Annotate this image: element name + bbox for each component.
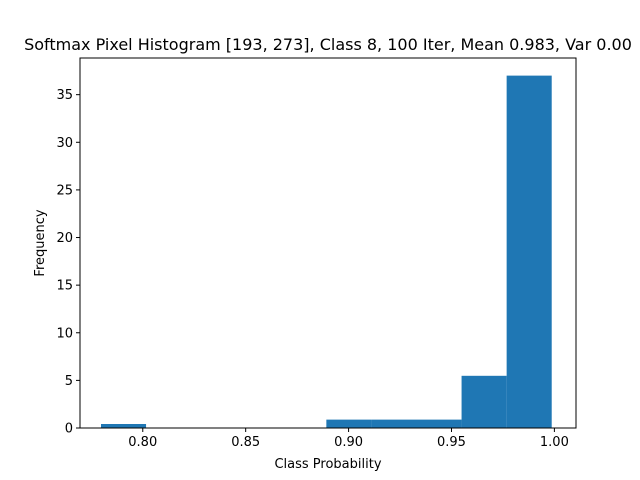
y-tick-label: 30 (56, 136, 73, 151)
x-tick-label: 1.00 (540, 435, 569, 450)
y-tick-label: 15 (56, 279, 73, 294)
y-tick-label: 0 (65, 422, 73, 437)
y-tick-label: 10 (56, 326, 73, 341)
histogram-bar (507, 76, 552, 428)
x-tick-label: 0.80 (128, 435, 157, 450)
y-tick-label: 25 (56, 183, 73, 198)
y-tick-label: 20 (56, 231, 73, 246)
y-tick-label: 35 (56, 88, 73, 103)
x-tick-label: 0.95 (437, 435, 466, 450)
y-tick-label: 5 (65, 374, 73, 389)
y-axis-label: Frequency (33, 209, 48, 276)
x-tick-label: 0.85 (231, 435, 260, 450)
x-tick-label: 0.90 (334, 435, 363, 450)
histogram-bar (462, 376, 507, 428)
histogram-bar (326, 420, 371, 428)
histogram-bar (417, 420, 462, 428)
histogram-bar (371, 420, 416, 428)
x-axis-label: Class Probability (274, 457, 381, 472)
histogram-bar (101, 424, 146, 428)
chart-title: Softmax Pixel Histogram [193, 273], Clas… (24, 35, 632, 54)
